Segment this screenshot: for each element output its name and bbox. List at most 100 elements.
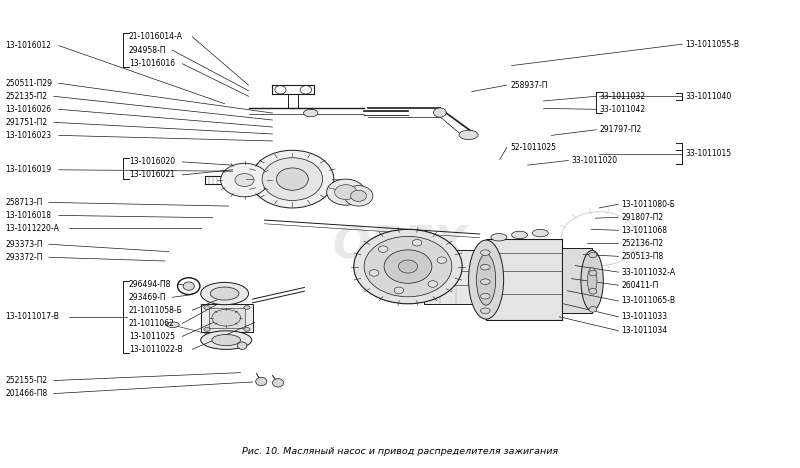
Ellipse shape [437,257,446,263]
Ellipse shape [244,328,250,331]
Text: 13-1011068: 13-1011068 [622,226,668,235]
Text: 13-1011022-В: 13-1011022-В [129,345,182,354]
Ellipse shape [256,377,267,386]
Ellipse shape [212,335,241,346]
Bar [562,248,592,313]
Ellipse shape [481,250,490,256]
Ellipse shape [491,234,507,241]
Ellipse shape [326,179,365,205]
Ellipse shape [532,229,548,237]
Text: 13-1011055-В: 13-1011055-В [686,40,739,49]
Text: 260411-П: 260411-П [622,281,659,290]
Bar [209,307,245,328]
Text: 13-1011033: 13-1011033 [622,312,668,322]
Ellipse shape [512,231,527,239]
Text: 250513-П8: 250513-П8 [622,252,664,261]
Ellipse shape [273,379,284,387]
Text: 13-1016019: 13-1016019 [6,165,51,174]
Text: 13-1011065-В: 13-1011065-В [622,297,676,306]
Ellipse shape [277,168,308,190]
Text: 33-1011032-А: 33-1011032-А [622,268,676,277]
Bar [424,250,476,304]
Ellipse shape [434,108,446,117]
Text: 258937-П: 258937-П [510,80,547,90]
Ellipse shape [166,322,179,328]
Ellipse shape [201,282,249,305]
Ellipse shape [398,260,418,273]
Text: 33-1011040: 33-1011040 [686,92,732,101]
Ellipse shape [428,281,438,287]
Ellipse shape [477,254,496,305]
Bar [201,304,253,332]
Ellipse shape [412,240,422,246]
Text: 13-1011034: 13-1011034 [622,326,668,335]
Text: 13-1016020: 13-1016020 [129,157,175,167]
Text: 52-1011025: 52-1011025 [510,143,556,152]
Ellipse shape [481,308,490,314]
Ellipse shape [384,250,432,283]
Ellipse shape [589,271,597,276]
Text: 13-1011025: 13-1011025 [129,332,175,341]
Ellipse shape [212,309,241,326]
Ellipse shape [251,150,334,208]
Text: 21-1011058-Б: 21-1011058-Б [129,306,182,315]
Text: 252155-П2: 252155-П2 [6,376,47,385]
Ellipse shape [581,250,603,311]
Ellipse shape [481,293,490,299]
Ellipse shape [589,307,597,312]
Text: 293373-П: 293373-П [6,240,43,249]
Text: 13-1011080-Б: 13-1011080-Б [622,200,675,209]
Text: 33-1011042: 33-1011042 [599,105,646,114]
Text: 13-1011017-В: 13-1011017-В [6,312,59,322]
Ellipse shape [204,328,210,331]
Text: 250511-П29: 250511-П29 [6,79,52,88]
Ellipse shape [378,246,388,252]
Ellipse shape [244,306,250,309]
Ellipse shape [354,229,462,304]
Text: 13-1016026: 13-1016026 [6,105,51,114]
Text: 33-1011020: 33-1011020 [571,156,618,165]
Ellipse shape [262,158,322,200]
Ellipse shape [469,240,504,319]
Text: 33-1011032: 33-1011032 [599,92,646,101]
Text: ОРЕХ: ОРЕХ [333,224,467,267]
Text: 258713-П: 258713-П [6,198,42,207]
Ellipse shape [344,186,373,206]
Ellipse shape [221,163,269,197]
Text: 293469-П: 293469-П [129,293,166,302]
Text: 13-1016023: 13-1016023 [6,131,51,140]
Text: 291751-П2: 291751-П2 [6,118,47,127]
Text: 201466-П8: 201466-П8 [6,389,48,398]
Text: 252136-П2: 252136-П2 [622,239,664,248]
Text: 294958-П: 294958-П [129,46,166,55]
Text: 293372-П: 293372-П [6,253,43,262]
Ellipse shape [459,130,478,139]
Ellipse shape [589,288,597,294]
Text: 13-1011220-А: 13-1011220-А [6,224,59,233]
Text: 296494-П8: 296494-П8 [129,280,171,289]
Ellipse shape [210,287,239,300]
Ellipse shape [364,236,452,297]
Ellipse shape [201,331,252,350]
Text: 13-1016021: 13-1016021 [129,170,175,179]
Ellipse shape [334,185,357,199]
Ellipse shape [235,174,254,187]
Text: 291797-П2: 291797-П2 [599,125,642,134]
Text: 13-1016018: 13-1016018 [6,211,51,220]
Text: 13-1016012: 13-1016012 [6,41,51,50]
Ellipse shape [204,306,210,309]
Ellipse shape [589,252,597,258]
Ellipse shape [303,110,318,117]
Text: 13-1016016: 13-1016016 [129,59,175,68]
Text: 33-1011015: 33-1011015 [686,149,731,159]
Text: Рис. 10. Масляный насос и привод распределителя зажигания: Рис. 10. Масляный насос и привод распред… [242,447,558,456]
Ellipse shape [350,190,366,201]
Text: 21-1016014-А: 21-1016014-А [129,32,183,41]
Text: 291807-П2: 291807-П2 [622,213,664,222]
Ellipse shape [481,279,490,285]
Ellipse shape [481,264,490,270]
Ellipse shape [370,270,379,276]
Ellipse shape [394,287,404,293]
Ellipse shape [183,282,194,290]
Ellipse shape [238,342,247,350]
